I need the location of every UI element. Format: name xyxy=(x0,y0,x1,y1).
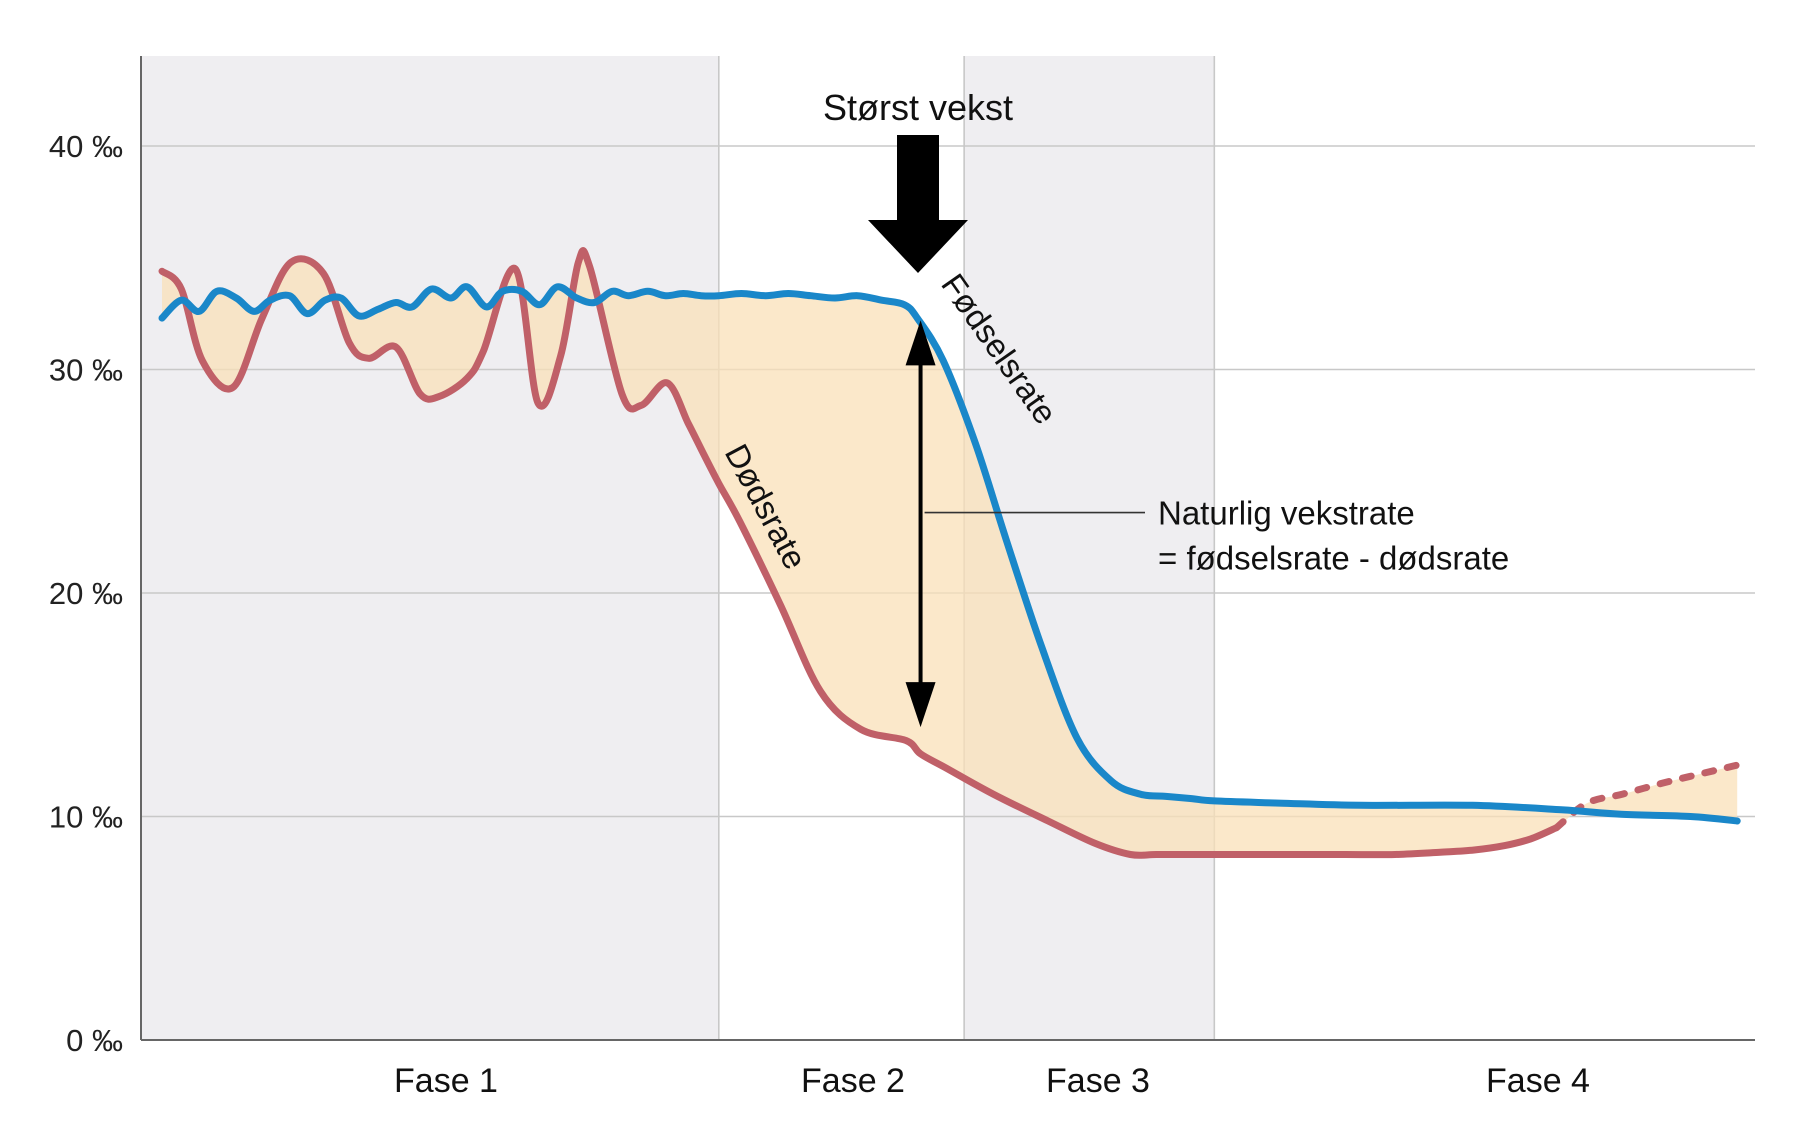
phase-shade-1 xyxy=(141,56,719,1040)
phase-labels: Fase 1 Fase 2 Fase 3 Fase 4 xyxy=(394,1062,1590,1100)
y-tick-label-10: 10 ‰ xyxy=(49,800,123,835)
phase-label-1: Fase 1 xyxy=(394,1062,498,1100)
y-tick-label-40: 40 ‰ xyxy=(49,129,123,164)
phase-shades xyxy=(141,56,1215,1040)
gap-arrow-head-up-icon xyxy=(905,320,936,366)
fill-between-rates xyxy=(162,250,1738,856)
death-rate-projection-line xyxy=(1553,761,1741,832)
series-lines xyxy=(158,247,1741,859)
gap-arrow-head-down-icon xyxy=(905,682,936,728)
natural-growth-label: Naturlig vekstrate xyxy=(1158,495,1415,532)
phase-label-3: Fase 3 xyxy=(1046,1062,1150,1100)
y-tick-label-20: 20 ‰ xyxy=(49,576,123,611)
axes xyxy=(140,56,1755,1041)
peak-growth-label: Størst vekst xyxy=(823,87,1013,128)
y-axis-ticks: 0 ‰ 10 ‰ 20 ‰ 30 ‰ 40 ‰ xyxy=(49,129,123,1058)
natural-growth-formula: = fødselsrate - dødsrate xyxy=(1158,540,1509,577)
birth-rate-line xyxy=(158,283,1741,825)
phase-label-4: Fase 4 xyxy=(1486,1062,1590,1100)
y-tick-label-0: 0 ‰ xyxy=(66,1023,123,1058)
death-rate-line xyxy=(158,247,1560,859)
phase-label-2: Fase 2 xyxy=(801,1062,905,1100)
y-tick-label-30: 30 ‰ xyxy=(49,353,123,388)
peak-growth-arrow-icon xyxy=(868,135,968,273)
natural-growth-area xyxy=(162,250,1738,856)
